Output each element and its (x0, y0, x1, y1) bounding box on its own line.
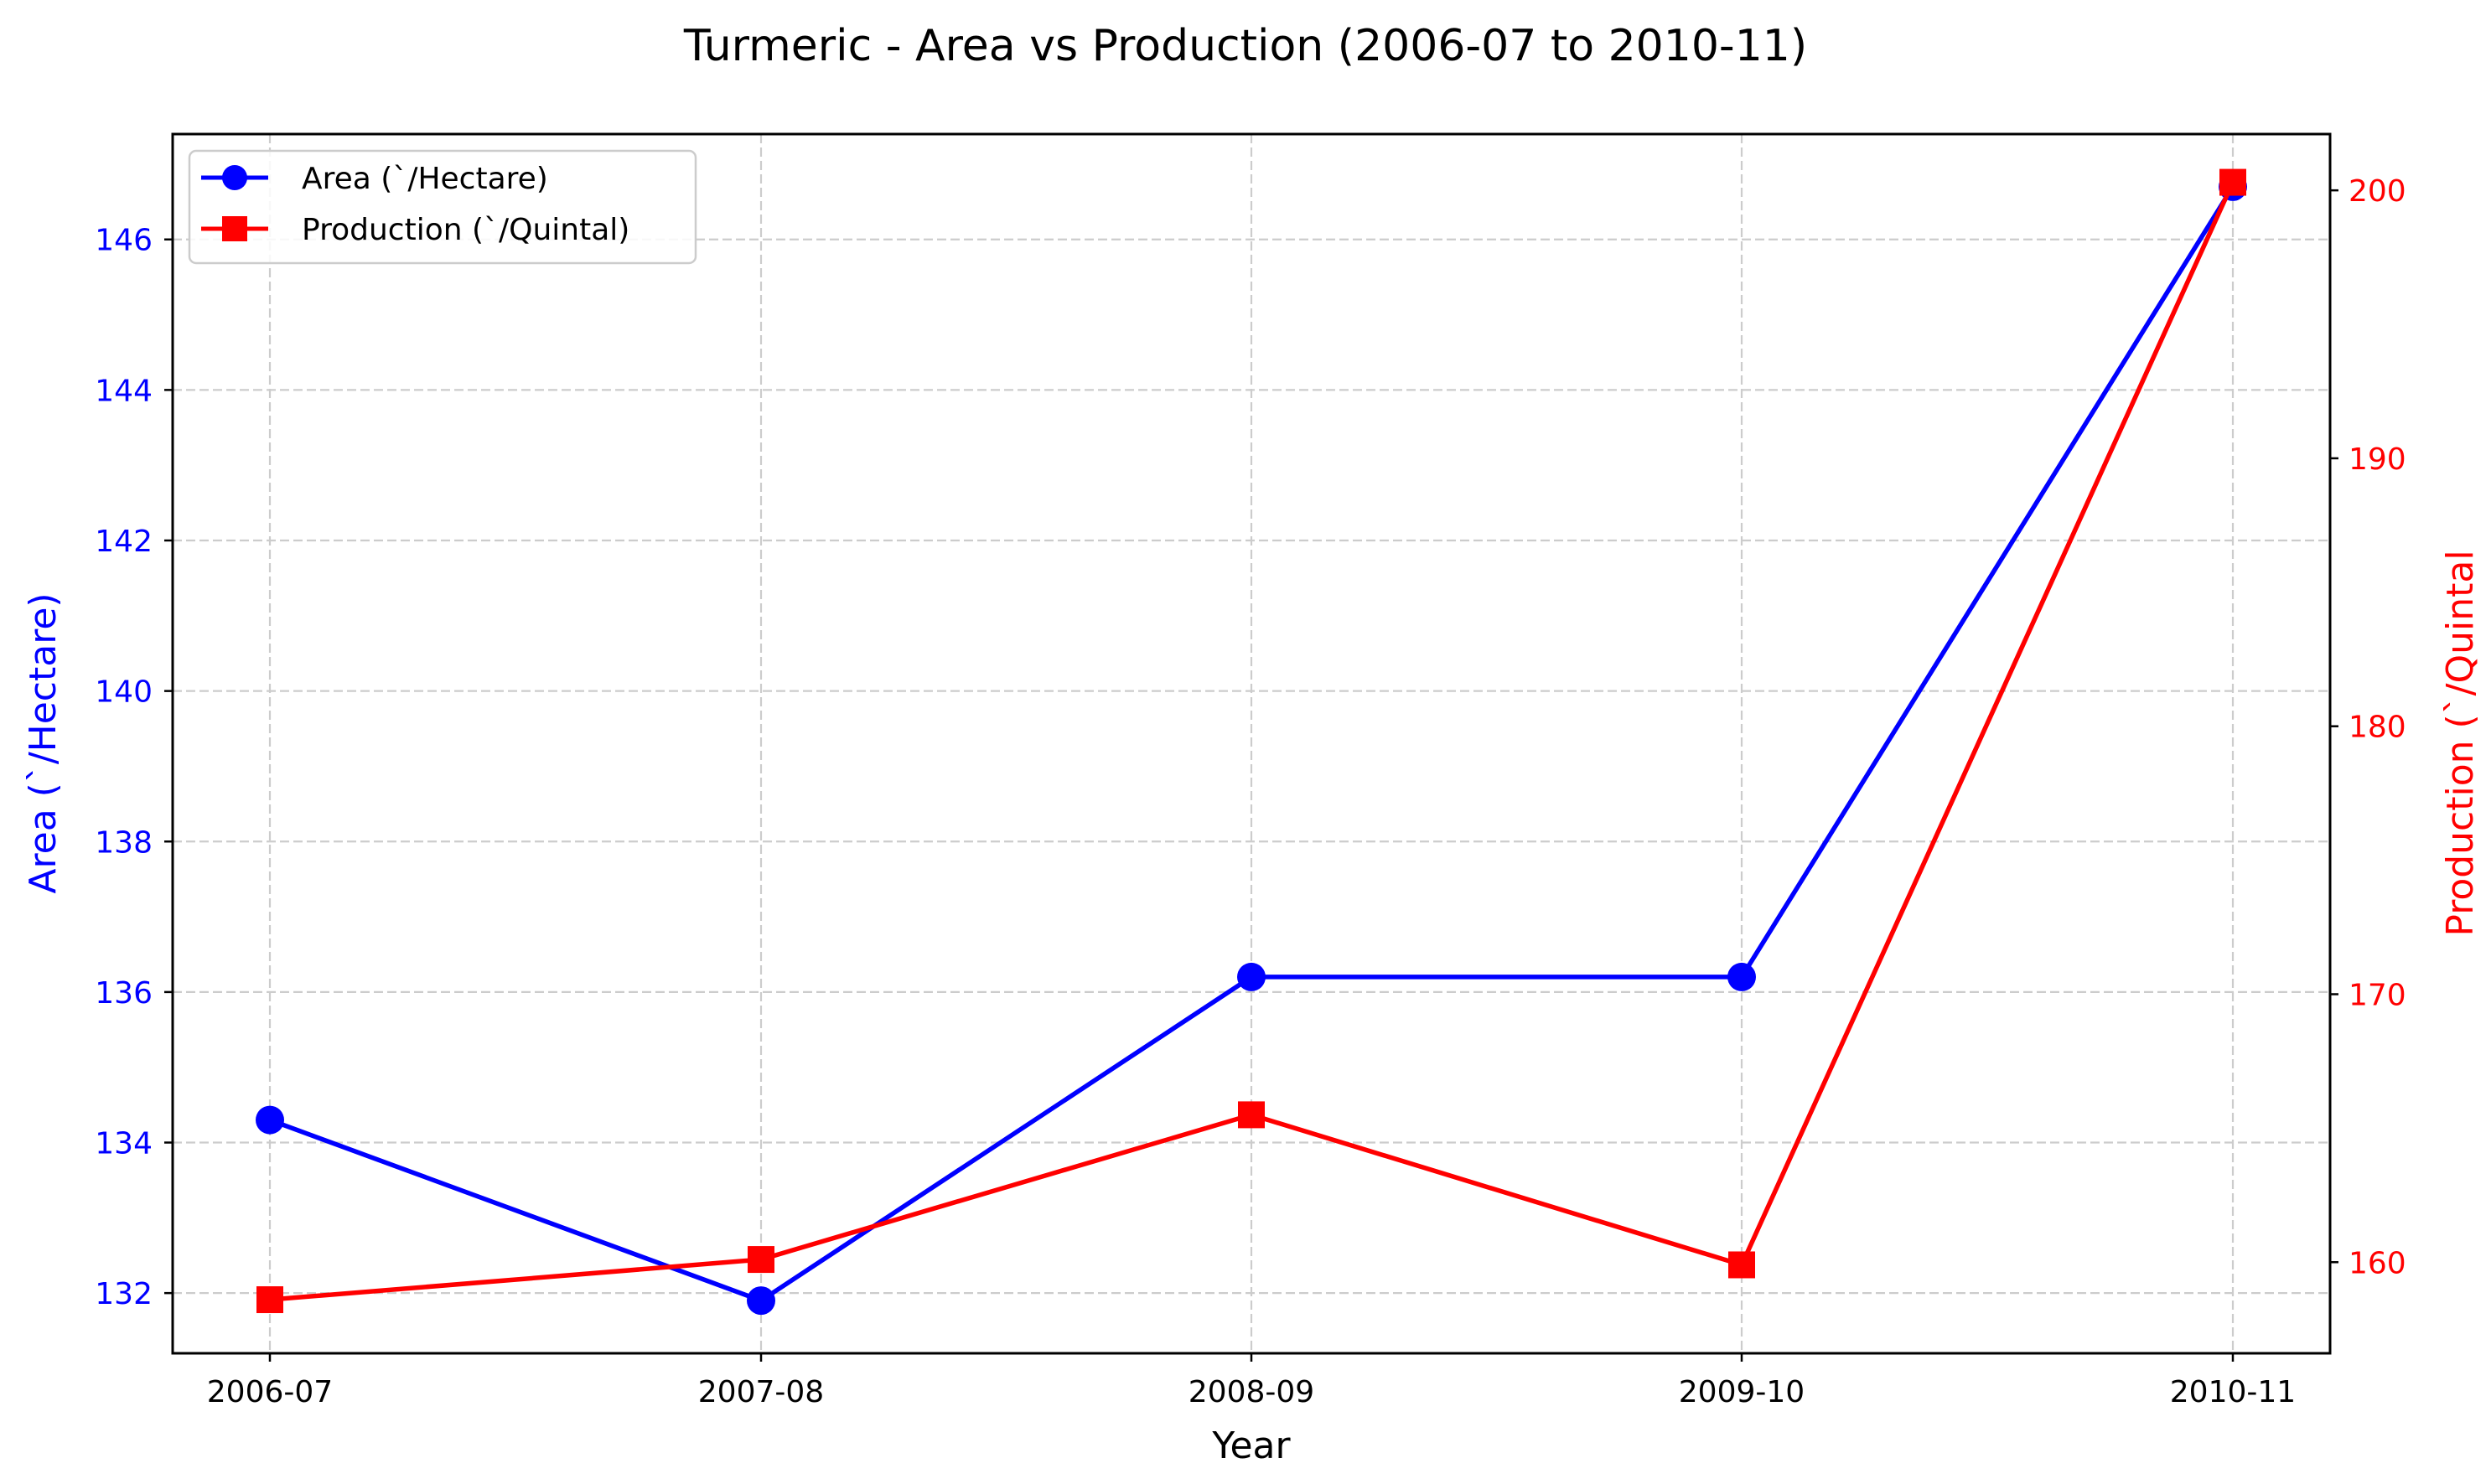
left-tick-label: 144 (95, 374, 153, 408)
left-tick-label: 138 (95, 825, 153, 860)
left-tick-label: 134 (95, 1127, 153, 1161)
right-y-axis-label: Production (`/Quintal (2439, 550, 2482, 936)
right-tick-label: 200 (2349, 174, 2406, 209)
right-tick-label: 160 (2349, 1246, 2406, 1280)
x-tick-label: 2010-11 (2170, 1375, 2296, 1409)
legend-frame (188, 149, 697, 265)
area-point (1727, 962, 1756, 991)
production-point (2219, 168, 2246, 196)
area-point (256, 1105, 284, 1135)
x-tick-label: 2007-08 (698, 1375, 824, 1409)
x-axis: 2006-07 2007-08 2008-09 2009-10 2010-11 (207, 1353, 2296, 1409)
right-tick-label: 170 (2349, 978, 2406, 1012)
left-tick-label: 132 (95, 1277, 153, 1311)
legend: Area (`/Hectare) Production (`/Quintal) (188, 149, 697, 265)
chart-title: Turmeric - Area vs Production (2006-07 t… (683, 21, 1807, 71)
area-point (1237, 962, 1266, 991)
series-layer (256, 168, 2247, 1316)
legend-marker-production (222, 216, 247, 241)
left-y-axis-label: Area (`/Hectare) (22, 592, 65, 893)
x-tick-label: 2006-07 (207, 1375, 333, 1409)
grid (173, 134, 2330, 1353)
right-tick-label: 190 (2349, 442, 2406, 477)
x-axis-label: Year (1211, 1425, 1291, 1467)
x-tick-label: 2008-09 (1189, 1375, 1314, 1409)
legend-marker-area (222, 165, 247, 190)
x-tick-label: 2009-10 (1679, 1375, 1805, 1409)
right-tick-label: 180 (2349, 711, 2406, 745)
left-tick-label: 142 (95, 525, 153, 559)
legend-label-area: Area (`/Hectare) (302, 162, 548, 196)
legend-label-production: Production (`/Quintal) (302, 213, 629, 247)
production-point (256, 1286, 283, 1314)
production-point (1238, 1101, 1265, 1129)
left-tick-label: 136 (95, 976, 153, 1011)
left-tick-label: 140 (95, 675, 153, 710)
production-point (748, 1246, 774, 1274)
right-y-axis: 160 170 180 190 200 (2330, 174, 2406, 1280)
left-y-axis: 132 134 136 138 140 142 144 146 (95, 224, 173, 1311)
left-tick-label: 146 (95, 224, 153, 258)
area-point (747, 1286, 775, 1316)
production-point (1728, 1251, 1755, 1279)
